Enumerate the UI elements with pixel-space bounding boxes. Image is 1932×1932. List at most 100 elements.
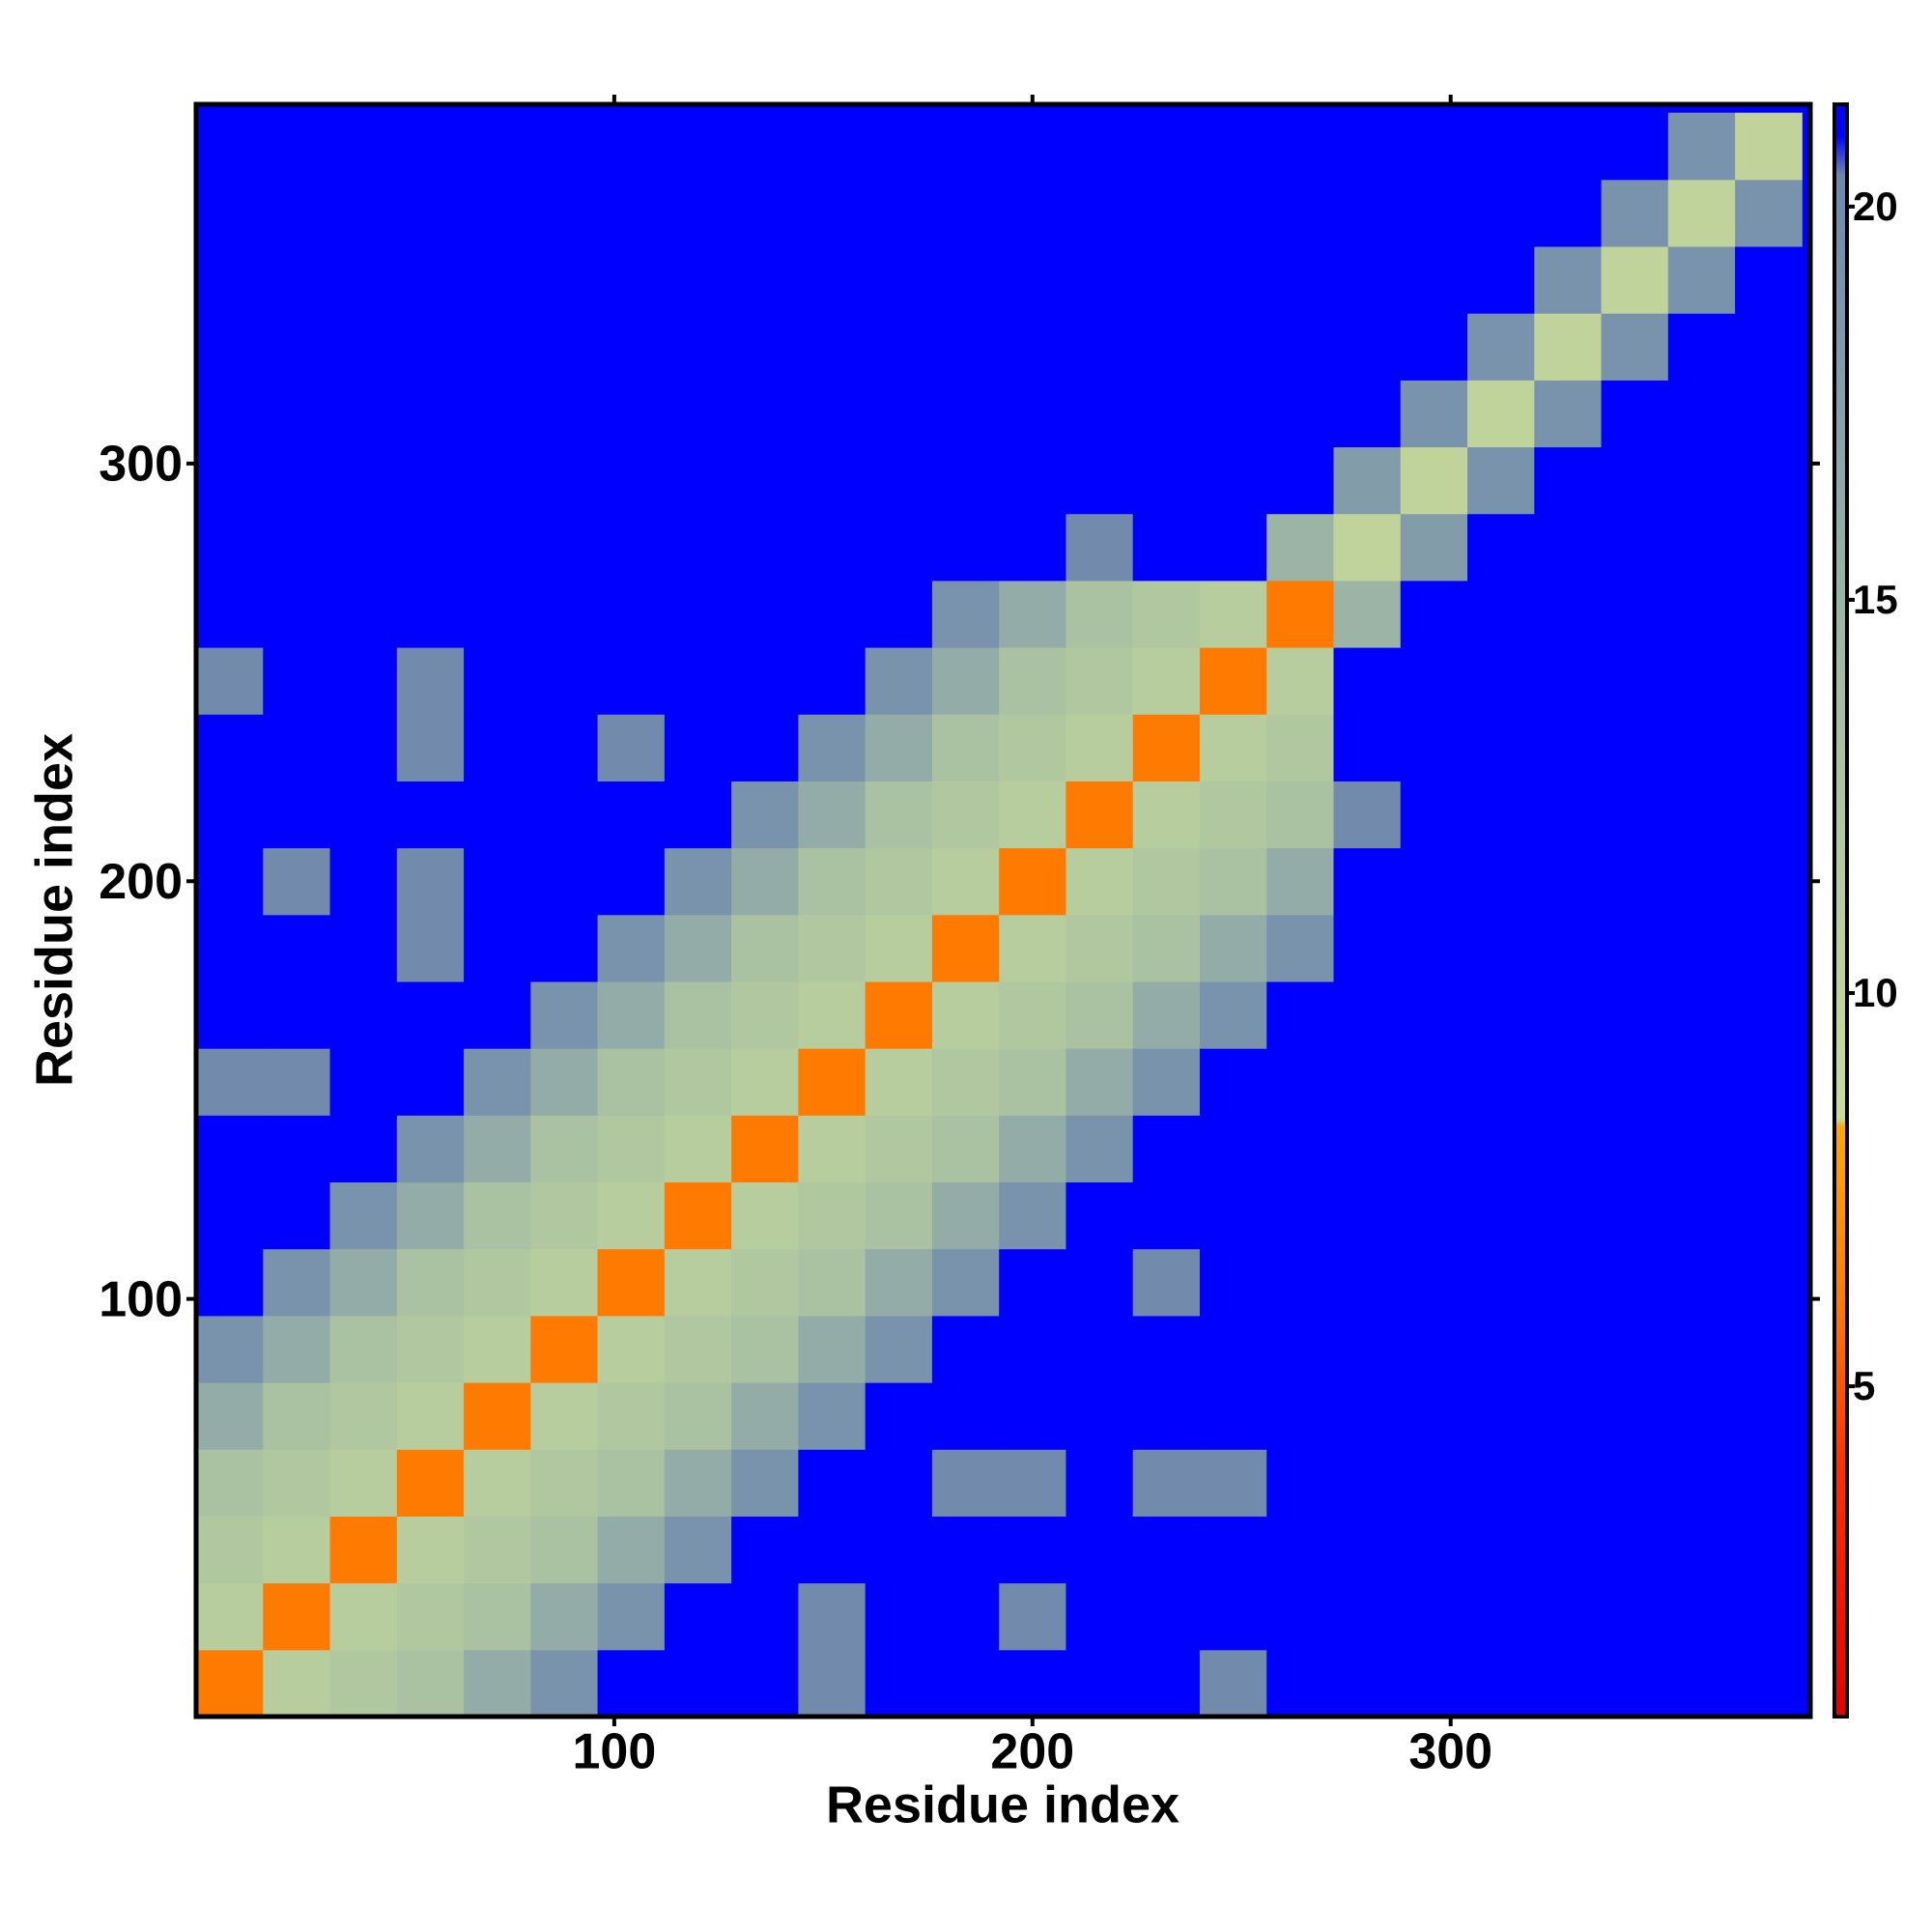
heatmap-cell <box>196 1516 264 1584</box>
heatmap-cell <box>999 981 1066 1049</box>
heatmap-cell <box>597 580 666 648</box>
heatmap-cell <box>396 847 465 916</box>
heatmap-cell <box>1065 647 1134 715</box>
heatmap-cell <box>731 1181 799 1250</box>
heatmap-cell <box>865 1315 933 1383</box>
heatmap-cell <box>1333 313 1402 381</box>
heatmap-cell <box>1132 1181 1201 1250</box>
heatmap-cell <box>798 1382 867 1450</box>
heatmap-cell <box>464 179 531 247</box>
heatmap-cell <box>1132 647 1201 715</box>
heatmap-cell <box>731 847 799 916</box>
heatmap-cell <box>1199 313 1267 381</box>
heatmap-cell <box>1667 1048 1736 1116</box>
heatmap-cell <box>999 1582 1066 1651</box>
heatmap-cell <box>1667 179 1736 247</box>
heatmap-cell <box>1065 112 1134 181</box>
heatmap-cell <box>329 647 398 715</box>
heatmap-cell <box>464 1382 531 1450</box>
heatmap-cell <box>664 380 732 448</box>
heatmap-cell <box>999 1382 1066 1450</box>
heatmap-cell <box>1534 914 1603 982</box>
heatmap-cell <box>196 714 264 781</box>
heatmap-cell <box>464 781 531 849</box>
heatmap-cell <box>664 580 732 648</box>
heatmap-cell <box>1467 246 1535 314</box>
heatmap-cell <box>1534 981 1603 1049</box>
heatmap-cell <box>1467 1315 1535 1383</box>
heatmap-cell <box>1667 1181 1736 1250</box>
heatmap-cell <box>1735 914 1803 982</box>
heatmap-cell <box>1534 714 1603 781</box>
heatmap-cell <box>263 313 331 381</box>
heatmap-cell <box>1601 112 1669 181</box>
heatmap-cell <box>1266 580 1334 648</box>
heatmap-cell <box>1400 246 1468 314</box>
heatmap-cell <box>1467 179 1535 247</box>
heatmap-cell <box>464 1582 531 1651</box>
heatmap-cell <box>1735 1449 1803 1517</box>
heatmap-cell <box>664 1181 732 1250</box>
heatmap-cell <box>931 781 1000 849</box>
heatmap-cell <box>1601 313 1669 381</box>
heatmap-cell <box>731 647 799 715</box>
heatmap-cell <box>1333 1315 1402 1383</box>
heatmap-cell <box>1467 1516 1535 1584</box>
heatmap-cell <box>1601 781 1669 849</box>
heatmap-cell <box>798 1248 867 1317</box>
heatmap-cell <box>530 580 599 648</box>
heatmap-cell <box>263 112 331 181</box>
heatmap-cell <box>1735 1516 1803 1584</box>
heatmap-cell <box>1667 981 1736 1049</box>
heatmap-cell <box>597 1115 666 1183</box>
heatmap-cell <box>1065 246 1134 314</box>
heatmap-cell <box>263 1048 331 1116</box>
heatmap-cell <box>196 1315 264 1383</box>
heatmap-cell <box>798 246 867 314</box>
heatmap-cell <box>1601 1449 1669 1517</box>
heatmap-cell <box>664 1315 732 1383</box>
heatmap-cell <box>1534 1382 1603 1450</box>
heatmap-cell <box>931 847 1000 916</box>
heatmap-cell <box>798 1582 867 1651</box>
heatmap-cell <box>263 513 331 582</box>
heatmap-cell <box>1266 781 1334 849</box>
heatmap-cell <box>1534 313 1603 381</box>
heatmap-cell <box>396 246 465 314</box>
heatmap-cell <box>530 1649 599 1718</box>
heatmap-cell <box>1735 1649 1803 1718</box>
heatmap-cell <box>597 981 666 1049</box>
heatmap-cell <box>931 1248 1000 1317</box>
heatmap-cell <box>196 580 264 648</box>
heatmap-cell <box>1333 1115 1402 1183</box>
heatmap-cell <box>530 446 599 515</box>
heatmap-cell <box>1400 1582 1468 1651</box>
heatmap-cell <box>396 580 465 648</box>
heatmap-cell <box>1333 1449 1402 1517</box>
heatmap-cell <box>1667 246 1736 314</box>
heatmap-cell <box>1266 914 1334 982</box>
heatmap-cell <box>798 1315 867 1383</box>
heatmap-cell <box>530 1516 599 1584</box>
heatmap-cell <box>1735 1048 1803 1116</box>
heatmap-cell <box>999 647 1066 715</box>
heatmap-cell <box>329 1382 398 1450</box>
heatmap-cell <box>597 781 666 849</box>
heatmap-cell <box>1199 781 1267 849</box>
heatmap-cell <box>865 647 933 715</box>
heatmap-cell <box>1601 1248 1669 1317</box>
heatmap-cell <box>798 446 867 515</box>
heatmap-cell <box>597 847 666 916</box>
heatmap-cell <box>731 179 799 247</box>
heatmap-cell <box>464 714 531 781</box>
heatmap-cell <box>1601 1115 1669 1183</box>
heatmap-cell <box>530 380 599 448</box>
heatmap-cell <box>597 313 666 381</box>
heatmap-cell <box>1400 179 1468 247</box>
heatmap-cell <box>731 1516 799 1584</box>
heatmap-cell <box>1400 1048 1468 1116</box>
heatmap-cell <box>1735 179 1803 247</box>
heatmap-cell <box>865 1649 933 1718</box>
heatmap-cell <box>329 112 398 181</box>
heatmap-cell <box>396 513 465 582</box>
